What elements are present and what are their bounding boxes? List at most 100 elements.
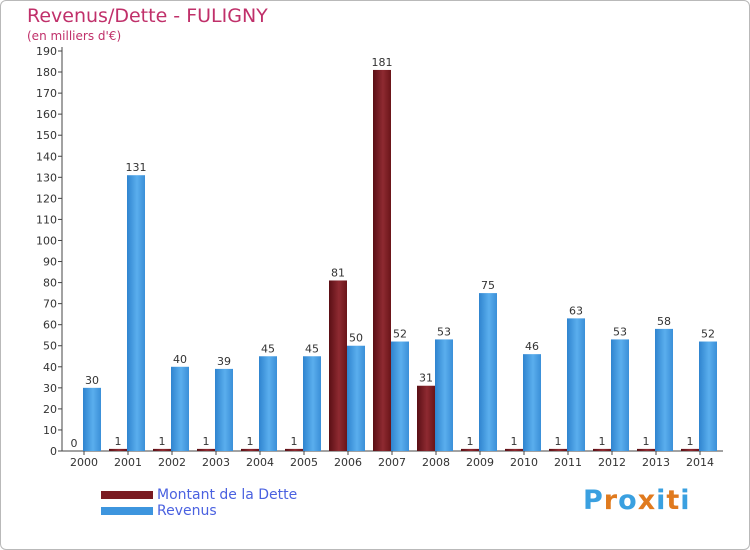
y-tick-label: 180	[36, 66, 57, 79]
data-label-revenus: 52	[393, 328, 407, 341]
data-label-dette: 1	[159, 435, 166, 448]
y-tick-label: 30	[43, 382, 57, 395]
bar-revenus	[567, 318, 585, 451]
x-tick-label: 2001	[114, 456, 142, 469]
y-tick-label: 100	[36, 234, 57, 247]
data-label-dette: 1	[467, 435, 474, 448]
x-tick-label: 2000	[70, 456, 98, 469]
y-tick-label: 170	[36, 87, 57, 100]
y-tick-label: 80	[43, 277, 57, 290]
x-tick-label: 2013	[642, 456, 670, 469]
bar-revenus	[435, 339, 453, 451]
y-tick-label: 110	[36, 213, 57, 226]
bar-revenus	[391, 341, 409, 451]
bar-dette	[593, 448, 611, 451]
legend-swatch-dette	[101, 491, 153, 499]
x-tick-label: 2003	[202, 456, 230, 469]
bar-dette	[461, 448, 479, 451]
logo-letter: t	[666, 485, 681, 516]
x-tick-label: 2004	[246, 456, 274, 469]
y-tick-label: 50	[43, 340, 57, 353]
bar-revenus	[523, 354, 541, 451]
data-label-revenus: 75	[481, 279, 495, 292]
bar-dette	[285, 448, 303, 451]
legend-label-dette: Montant de la Dette	[157, 487, 298, 503]
data-label-revenus: 58	[657, 315, 671, 328]
data-label-dette: 1	[555, 435, 562, 448]
data-label-dette: 1	[247, 435, 254, 448]
bar-revenus	[171, 366, 189, 451]
data-label-dette: 31	[419, 372, 433, 385]
bar-revenus	[699, 341, 717, 451]
x-tick-label: 2012	[598, 456, 626, 469]
data-label-dette: 1	[511, 435, 518, 448]
data-label-revenus: 52	[701, 328, 715, 341]
x-tick-label: 2005	[290, 456, 318, 469]
data-label-dette: 1	[599, 435, 606, 448]
data-label-revenus: 30	[85, 374, 99, 387]
y-tick-label: 40	[43, 361, 57, 374]
legend-item-dette: Montant de la Dette	[101, 487, 297, 503]
y-tick-label: 120	[36, 192, 57, 205]
data-label-dette: 1	[291, 435, 298, 448]
logo-letter: P	[583, 485, 604, 516]
y-tick-label: 20	[43, 403, 57, 416]
y-tick-label: 150	[36, 129, 57, 142]
data-label-revenus: 45	[305, 342, 319, 355]
chart-subtitle: (en milliers d'€)	[27, 29, 122, 43]
data-label-revenus: 63	[569, 304, 583, 317]
data-label-dette: 1	[203, 435, 210, 448]
bar-dette	[241, 448, 259, 451]
legend-item-revenus: Revenus	[101, 503, 297, 519]
bar-revenus	[215, 368, 233, 451]
y-tick-label: 160	[36, 108, 57, 121]
bar-revenus	[303, 356, 321, 451]
bar-revenus	[259, 356, 277, 451]
x-tick-label: 2009	[466, 456, 494, 469]
x-tick-label: 2006	[334, 456, 362, 469]
data-label-dette: 0	[71, 437, 78, 450]
data-label-revenus: 50	[349, 332, 363, 345]
logo-letter: x	[637, 485, 657, 516]
y-tick-label: 10	[43, 424, 57, 437]
x-tick-label: 2008	[422, 456, 450, 469]
bar-revenus	[83, 387, 101, 451]
data-label-revenus: 53	[437, 325, 451, 338]
data-label-dette: 1	[643, 435, 650, 448]
data-label-revenus: 131	[126, 161, 147, 174]
legend-swatch-revenus	[101, 507, 153, 515]
data-label-revenus: 39	[217, 355, 231, 368]
legend-label-revenus: Revenus	[157, 503, 217, 519]
y-tick-label: 190	[36, 45, 57, 58]
x-tick-label: 2007	[378, 456, 406, 469]
y-tick-label: 60	[43, 319, 57, 332]
data-label-revenus: 53	[613, 325, 627, 338]
y-tick-label: 90	[43, 256, 57, 269]
x-tick-label: 2010	[510, 456, 538, 469]
data-label-revenus: 45	[261, 342, 275, 355]
y-tick-label: 130	[36, 171, 57, 184]
bar-dette	[417, 385, 435, 451]
bar-dette	[681, 448, 699, 451]
data-label-dette: 81	[331, 266, 345, 279]
x-tick-label: 2014	[686, 456, 714, 469]
y-tick-label: 140	[36, 150, 57, 163]
bar-revenus	[127, 175, 145, 452]
logo-letter: i	[680, 485, 691, 516]
bar-revenus	[611, 339, 629, 451]
bar-revenus	[655, 328, 673, 451]
data-label-revenus: 40	[173, 353, 187, 366]
data-label-dette: 1	[115, 435, 122, 448]
bar-revenus	[479, 293, 497, 451]
logo-letter: i	[656, 485, 667, 516]
bar-dette	[637, 448, 655, 451]
y-tick-label: 0	[50, 445, 57, 458]
bar-dette	[109, 448, 127, 451]
logo-letter: r	[603, 485, 619, 516]
legend: Montant de la Dette Revenus	[101, 487, 297, 519]
logo-letter: o	[618, 485, 638, 516]
data-label-revenus: 46	[525, 340, 539, 353]
